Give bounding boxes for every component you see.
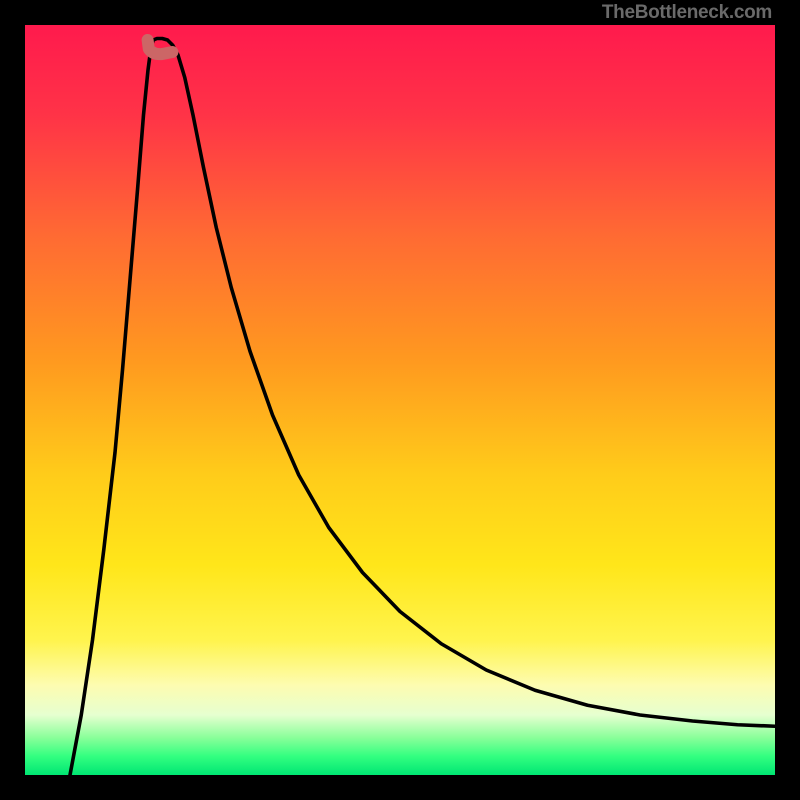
chart-frame: TheBottleneck.com — [0, 0, 800, 800]
gradient-background — [25, 25, 775, 775]
bottleneck-chart — [25, 25, 775, 775]
watermark-text: TheBottleneck.com — [602, 2, 772, 24]
